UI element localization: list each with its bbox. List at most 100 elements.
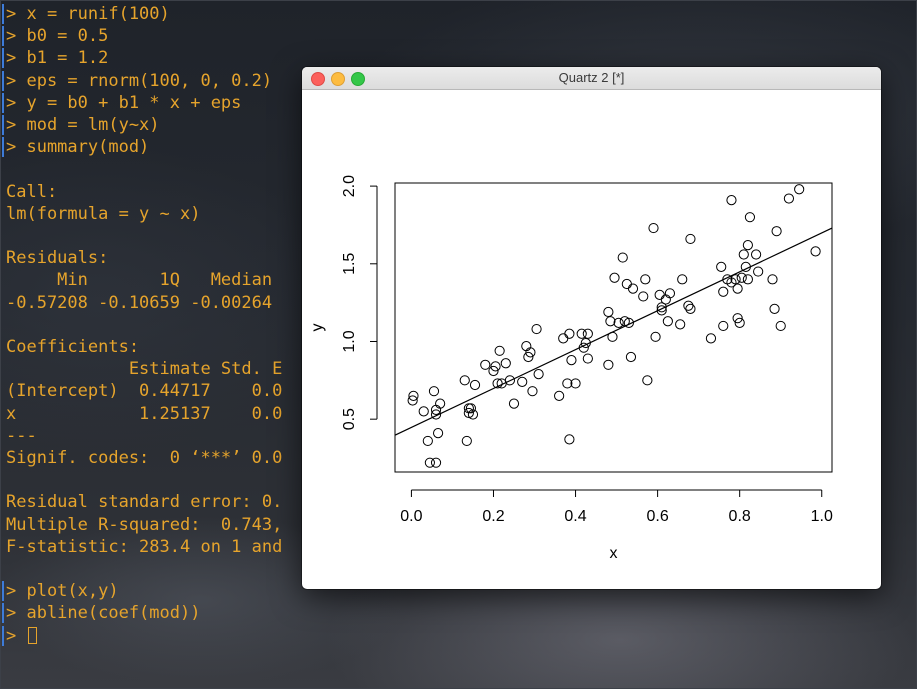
console-command-line: > bbox=[6, 625, 38, 647]
prompt-marker bbox=[2, 92, 4, 113]
data-point bbox=[769, 303, 780, 314]
console-output-line: Estimate Std. E bbox=[6, 359, 283, 380]
data-point bbox=[613, 317, 624, 328]
data-point bbox=[675, 319, 686, 330]
data-point bbox=[566, 355, 577, 366]
console-command-line: > b0 = 0.5 bbox=[6, 26, 109, 47]
prompt-marker bbox=[2, 4, 4, 24]
data-point bbox=[638, 291, 649, 302]
console-output-line: --- bbox=[6, 425, 37, 446]
data-point bbox=[435, 398, 446, 409]
data-point bbox=[642, 375, 653, 386]
prompt-marker bbox=[2, 70, 4, 91]
data-point bbox=[422, 435, 433, 447]
data-point bbox=[654, 289, 665, 300]
y-tick-label: 2.0 bbox=[341, 175, 358, 197]
console-output-line: Signif. codes: 0 ‘***’ 0.0 bbox=[6, 448, 283, 468]
data-point bbox=[738, 249, 749, 260]
console-output-line: Residual standard error: 0. bbox=[6, 492, 283, 513]
data-point bbox=[627, 283, 639, 294]
data-point bbox=[424, 457, 435, 468]
data-point bbox=[554, 390, 565, 401]
data-point bbox=[617, 252, 628, 263]
data-point bbox=[467, 409, 479, 420]
x-axis-label: x bbox=[610, 545, 618, 562]
x-tick-label: 0.0 bbox=[400, 508, 422, 525]
console-output-line: F-statistic: 283.4 on 1 and bbox=[6, 536, 283, 557]
data-point bbox=[656, 302, 667, 313]
close-button[interactable] bbox=[311, 72, 325, 86]
data-point bbox=[562, 378, 573, 389]
console-output-line: -0.57208 -0.10659 -0.00264 bbox=[6, 292, 273, 313]
data-point bbox=[508, 398, 520, 409]
data-point bbox=[648, 222, 659, 234]
data-point bbox=[605, 316, 616, 327]
x-tick-label: 1.0 bbox=[811, 508, 833, 525]
prompt-marker bbox=[2, 603, 4, 624]
data-point bbox=[750, 249, 762, 260]
console-output-line: x 1.25137 0.0 bbox=[6, 403, 283, 424]
data-point bbox=[744, 212, 756, 223]
data-point bbox=[469, 379, 481, 391]
data-point bbox=[705, 333, 717, 344]
data-point bbox=[459, 375, 470, 386]
data-point bbox=[685, 303, 696, 314]
data-point bbox=[607, 331, 618, 342]
x-tick-label: 0.6 bbox=[646, 508, 668, 525]
data-point bbox=[810, 246, 821, 257]
data-point bbox=[490, 361, 501, 372]
data-point bbox=[480, 359, 491, 370]
data-point bbox=[494, 345, 505, 356]
zoom-button[interactable] bbox=[351, 72, 365, 86]
x-tick-label: 0.2 bbox=[482, 508, 504, 525]
prompt-marker bbox=[2, 625, 4, 646]
console-output-line: Min 1Q Median bbox=[6, 270, 273, 291]
prompt-marker bbox=[2, 48, 4, 69]
data-point bbox=[407, 395, 418, 406]
y-axis-label: y bbox=[309, 324, 326, 332]
data-point bbox=[623, 317, 634, 328]
quartz-window[interactable]: Quartz 2 [*] 0.0 0.2 0.4 0.6 0.8 1.0 0.5 1.0 1.5… bbox=[302, 67, 881, 589]
data-point bbox=[517, 376, 528, 387]
console-output-line: Call: bbox=[6, 181, 58, 202]
console-command-line: > mod = lm(y~x) bbox=[6, 115, 160, 135]
data-point bbox=[418, 406, 429, 417]
minimize-button[interactable] bbox=[331, 72, 345, 86]
console-command-line: > summary(mod) bbox=[6, 137, 150, 158]
data-point bbox=[428, 386, 440, 397]
scatter-plot: 0.0 0.2 0.4 0.6 0.8 1.0 0.5 1.0 1.5 2.0 x y bbox=[309, 175, 833, 562]
data-point bbox=[582, 328, 593, 339]
data-point bbox=[432, 428, 444, 439]
data-point bbox=[677, 274, 688, 285]
data-point bbox=[461, 435, 472, 447]
x-tick-label: 0.4 bbox=[564, 508, 586, 525]
data-point bbox=[771, 226, 782, 237]
window-title: Quartz 2 [*] bbox=[558, 70, 625, 85]
data-point bbox=[609, 272, 620, 283]
data-point bbox=[662, 316, 673, 327]
data-point bbox=[640, 274, 651, 285]
console-output-line: (Intercept) 0.44717 0.0 bbox=[6, 381, 283, 402]
data-point bbox=[558, 333, 569, 344]
console-command-line: > x = runif(100) bbox=[6, 4, 170, 24]
data-point bbox=[488, 365, 499, 377]
console-output-line: Coefficients: bbox=[6, 337, 140, 357]
console-output-line: Residuals: bbox=[6, 248, 109, 269]
data-point bbox=[736, 272, 747, 283]
data-point bbox=[430, 457, 442, 468]
window-titlebar[interactable]: Quartz 2 [*] bbox=[302, 67, 881, 90]
data-point bbox=[492, 378, 503, 389]
data-point bbox=[742, 274, 753, 285]
data-point bbox=[783, 193, 795, 204]
data-point bbox=[732, 313, 743, 324]
data-point bbox=[650, 331, 661, 342]
data-point bbox=[685, 233, 696, 245]
data-point bbox=[564, 434, 575, 445]
data-point bbox=[603, 359, 614, 370]
console-command-line: > abline(coef(mod)) bbox=[6, 603, 201, 624]
data-point bbox=[578, 342, 589, 353]
data-point bbox=[564, 328, 575, 339]
y-tick-label: 1.0 bbox=[341, 330, 358, 352]
data-point bbox=[576, 328, 587, 339]
